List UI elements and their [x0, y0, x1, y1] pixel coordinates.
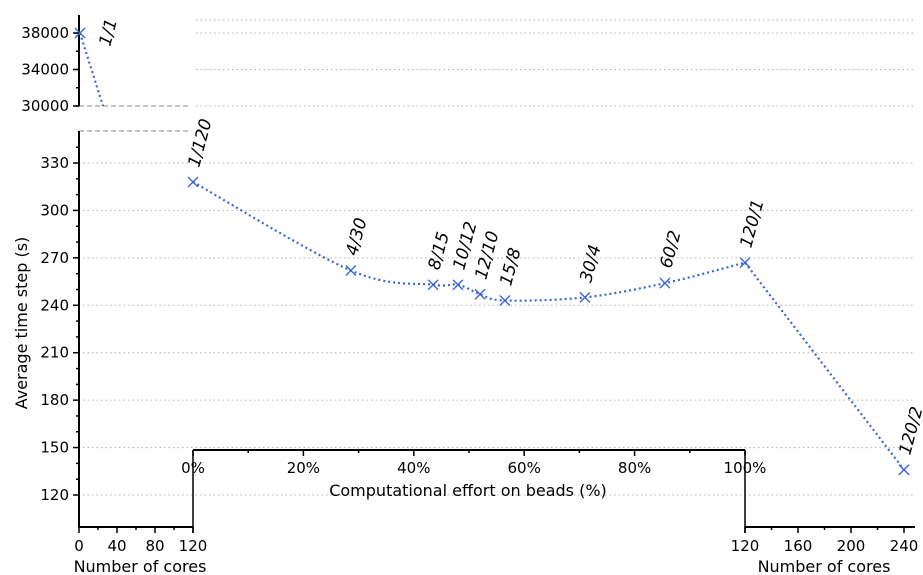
x-tick-label: 0%: [181, 459, 205, 477]
x-tick-label: 0: [74, 537, 84, 555]
y-tick-label: 30000: [21, 97, 69, 115]
x-axis-label-cores-right: Number of cores: [758, 557, 891, 575]
y-tick-label: 330: [40, 154, 69, 172]
data-point-marker: [739, 257, 751, 269]
data-point-marker: [898, 464, 910, 476]
y-tick-label: 300: [40, 201, 69, 219]
data-point-label: 1/120: [185, 117, 217, 170]
data-series: [74, 27, 910, 476]
data-point-marker: [74, 27, 86, 39]
y-tick-label: 120: [40, 486, 69, 504]
data-point-marker: [427, 279, 439, 291]
data-point-label: 1/1: [95, 17, 121, 49]
x-tick-label: 120: [179, 537, 208, 555]
data-point-marker: [474, 288, 486, 300]
x-tick-label: 80%: [618, 459, 651, 477]
x-tick-label: 120: [731, 537, 760, 555]
data-point-marker: [499, 295, 511, 307]
y-tick-label: 210: [40, 344, 69, 362]
data-point-marker: [579, 291, 591, 303]
x-tick-label: 240: [890, 537, 919, 555]
x-axis-label-effort: Computational effort on beads (%): [329, 481, 607, 500]
y-tick-label: 240: [40, 296, 69, 314]
data-point-label: 120/2: [896, 404, 923, 457]
x-tick-label: 20%: [287, 459, 320, 477]
data-point-label: 15/8: [496, 246, 525, 288]
series-line-segment: [744, 261, 905, 471]
x-tick-label: 60%: [508, 459, 541, 477]
y-tick-label: 38000: [21, 24, 69, 42]
x-tick-label: 160: [784, 537, 813, 555]
data-point-marker: [659, 277, 671, 289]
data-point-label: 120/1: [737, 197, 769, 250]
axes: 120 150 180 210 240 270 300 330 30000 34000 38000 0…: [21, 15, 918, 555]
y-tick-label: 270: [40, 249, 69, 267]
x-tick-label: 80: [145, 537, 164, 555]
data-point-marker: [187, 176, 199, 188]
y-tick-label: 180: [40, 391, 69, 409]
x-tick-label: 200: [837, 537, 866, 555]
grid-lines: [83, 19, 915, 496]
data-point-marker: [452, 279, 464, 291]
x-tick-label: 40: [107, 537, 126, 555]
data-point-label: 30/4: [576, 243, 605, 285]
data-point-marker: [345, 265, 357, 276]
y-tick-label: 150: [40, 439, 69, 457]
x-tick-label: 40%: [397, 459, 430, 477]
data-point-label: 60/2: [656, 228, 685, 270]
y-axis-label: Average time step (s): [12, 237, 31, 410]
data-point-label: 4/30: [342, 216, 371, 258]
y-tick-label: 34000: [21, 61, 69, 79]
x-axis-label-cores-left: Number of cores: [74, 557, 207, 575]
